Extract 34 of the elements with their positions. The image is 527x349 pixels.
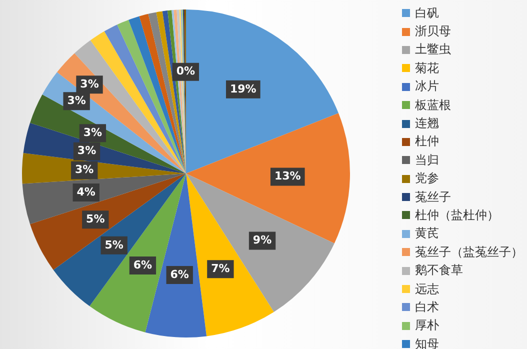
data-label: 3% <box>80 77 99 90</box>
legend-label: 菊花 <box>415 60 439 77</box>
legend-label: 白矾 <box>415 4 439 22</box>
legend-label: 当归 <box>415 152 439 169</box>
data-label: 9% <box>252 234 272 247</box>
legend-label: 党参 <box>415 170 439 188</box>
legend-label: 黄芪 <box>415 225 439 242</box>
legend-label: 杜仲 <box>415 133 439 150</box>
data-label: 3% <box>77 144 96 158</box>
legend-label: 菟丝子 <box>415 188 451 206</box>
legend-label: 厚朴 <box>415 317 439 334</box>
legend-label: 杜仲（盐杜仲） <box>415 206 499 224</box>
data-label: 4% <box>76 185 96 198</box>
data-label: 19% <box>230 82 256 96</box>
legend-label: 冰片 <box>415 78 439 96</box>
data-label: 6% <box>133 258 152 272</box>
data-label: 3% <box>83 126 102 139</box>
data-label: 7% <box>211 262 230 276</box>
legend-label: 浙贝母 <box>415 23 451 40</box>
legend-label: 鹅不食草 <box>415 262 463 280</box>
legend-label: 板蓝根 <box>415 96 451 114</box>
legend-label: 土鳖虫 <box>415 41 451 58</box>
legend-label: 白术 <box>415 298 439 316</box>
data-label: 3% <box>67 94 86 107</box>
legend-label: 知母 <box>415 336 439 349</box>
legend-label: 菟丝子（盐菟丝子） <box>415 244 523 261</box>
legend-label: 远志 <box>415 280 439 298</box>
data-label: 13% <box>274 170 301 183</box>
legend-label: 连翘 <box>415 115 439 132</box>
data-label: 6% <box>170 268 189 281</box>
data-label: 5% <box>86 212 105 226</box>
data-label: 3% <box>75 163 94 176</box>
data-label: 0% <box>176 64 196 78</box>
data-label: 5% <box>104 238 124 252</box>
